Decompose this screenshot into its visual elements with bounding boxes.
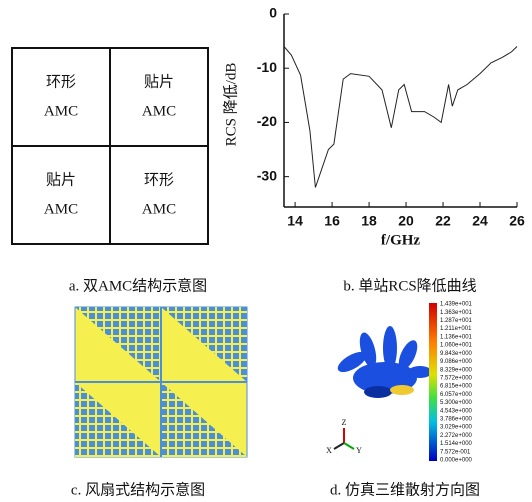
colorbar-label: 1.514e+000: [440, 441, 473, 447]
cell-label: 环形: [46, 73, 76, 90]
axis-letter: Y: [356, 446, 362, 455]
y-axis-label: RCS 降低/dB: [222, 63, 239, 147]
colorbar-label: 1.136e+001: [440, 334, 473, 340]
cell-label: AMC: [44, 201, 78, 217]
cell-label: 贴片: [144, 73, 174, 90]
colorbar-label: 2.272e+000: [440, 433, 473, 439]
colorbar-label: 1.439e+001: [440, 302, 473, 308]
x-tick-label: 26: [509, 213, 525, 229]
y-tick-label: 0: [269, 5, 277, 21]
axis-letter: Z: [342, 418, 347, 427]
x-tick-label: 18: [361, 213, 377, 229]
axis-letter: X: [326, 446, 332, 455]
caption: b. 单站RCS降低曲线: [343, 277, 476, 294]
colorbar-label: 9.843e+000: [440, 351, 473, 357]
y-tick-label: -20: [257, 113, 277, 129]
x-tick-label: 16: [324, 213, 340, 229]
x-tick-label: 14: [287, 213, 303, 229]
colorbar-label: 5.300e+000: [440, 400, 473, 406]
caption: c. 风扇式结构示意图: [71, 480, 205, 498]
colorbar-label: 3.786e+000: [440, 417, 473, 423]
axis-triad: [334, 428, 354, 449]
cell-label: 环形: [144, 171, 174, 188]
figure: a. 双AMC结构示意图 b. 单站RCS降低曲线 c. 风扇式结构示意图 Z …: [0, 0, 532, 502]
colorbar-label: 8.329e+000: [440, 367, 473, 373]
scatter-pattern: [335, 326, 432, 398]
caption: d. 仿真三维散射方向图: [330, 480, 480, 498]
cell-label: 贴片: [46, 171, 76, 188]
colorbar-label: 7.572e+000: [440, 375, 473, 381]
cell-label: AMC: [142, 201, 176, 217]
model: [390, 385, 414, 395]
colorbar-label: 1.060e+001: [440, 343, 473, 349]
data-line: [284, 47, 517, 188]
colorbar-label: 7.572e-001: [440, 449, 471, 455]
colorbar-label: 4.543e+000: [440, 408, 473, 414]
colorbar-label: 6.815e+000: [440, 384, 473, 390]
cell-label: AMC: [44, 103, 78, 119]
colorbar-label: 0.000e+000: [440, 458, 473, 464]
caption: a. 双AMC结构示意图: [69, 276, 207, 294]
x-axis-label: f/GHz: [381, 232, 420, 248]
y-tick-label: -30: [257, 167, 277, 183]
colorbar-label: 1.363e+001: [440, 310, 473, 316]
colorbar-label: 1.211e+001: [440, 326, 472, 332]
colorbar: [429, 303, 437, 461]
colorbar-label: 6.057e+000: [440, 392, 473, 398]
colorbar-label: 1.287e+001: [440, 318, 473, 324]
x-tick-label: 20: [398, 213, 414, 229]
colorbar-label: 3.029e+000: [440, 425, 473, 431]
cell-label: AMC: [142, 103, 176, 119]
x-tick-label: 24: [472, 213, 488, 229]
y-tick-label: -10: [257, 59, 277, 75]
colorbar-label: 9.086e+000: [440, 359, 473, 365]
x-tick-label: 22: [435, 213, 451, 229]
